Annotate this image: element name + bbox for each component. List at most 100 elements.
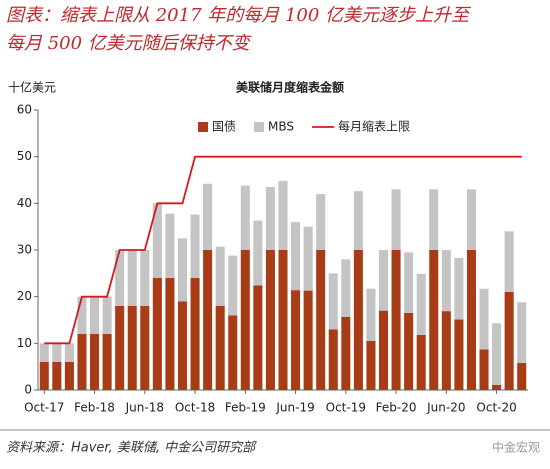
figure-title: 图表：缩表上限从 2017 年的每月 100 亿美元逐步上升至 xyxy=(6,5,472,26)
legend-label: MBS xyxy=(268,120,294,134)
bar xyxy=(316,250,326,390)
bar xyxy=(90,334,100,390)
bar xyxy=(190,214,200,278)
bar xyxy=(127,306,137,390)
bar xyxy=(454,319,464,390)
bar xyxy=(479,288,489,350)
bar xyxy=(115,250,125,306)
bar xyxy=(404,252,414,313)
y-unit-label: 十亿美元 xyxy=(8,80,56,95)
bar xyxy=(52,362,62,390)
bar xyxy=(177,238,188,302)
bar xyxy=(77,334,87,390)
bar xyxy=(454,257,464,320)
bar xyxy=(240,250,250,390)
bar xyxy=(265,187,275,250)
legend-swatch xyxy=(198,122,208,132)
bar xyxy=(228,315,238,390)
y-tick-label: 0 xyxy=(24,383,32,397)
bar xyxy=(52,343,62,362)
bar xyxy=(39,362,49,390)
legend-label: 国债 xyxy=(212,120,236,134)
bar xyxy=(366,288,376,341)
legend-label: 每月缩表上限 xyxy=(338,119,410,134)
bar xyxy=(127,250,137,306)
line xyxy=(44,155,522,345)
bar xyxy=(152,278,162,390)
bar xyxy=(140,250,150,306)
y-tick-label: 50 xyxy=(17,149,32,163)
bar xyxy=(64,362,74,390)
bar xyxy=(291,290,301,390)
bar xyxy=(404,313,414,390)
bar xyxy=(215,246,225,306)
y-tick-label: 20 xyxy=(17,289,32,303)
bar xyxy=(64,343,74,362)
bar xyxy=(479,349,489,390)
bar xyxy=(429,189,439,250)
bar xyxy=(278,180,288,250)
bar xyxy=(466,189,476,250)
watermark: 中金宏观 xyxy=(492,440,540,455)
bar xyxy=(291,222,301,291)
bar xyxy=(303,226,313,291)
bar xyxy=(341,259,351,317)
bar xyxy=(353,191,363,250)
bar xyxy=(378,250,389,311)
x-tick-label: Feb-18 xyxy=(74,401,115,415)
bar xyxy=(429,250,439,390)
bar xyxy=(115,306,125,390)
y-tick-label: 10 xyxy=(17,336,32,350)
bar xyxy=(253,220,263,286)
bar xyxy=(441,250,451,312)
bar xyxy=(328,273,338,330)
x-tick-label: Oct-18 xyxy=(175,401,215,415)
bar xyxy=(203,250,213,390)
x-tick-label: Oct-17 xyxy=(24,401,64,415)
bar xyxy=(215,306,225,390)
y-tick-label: 40 xyxy=(17,196,32,210)
bar xyxy=(504,292,514,390)
bar xyxy=(353,250,363,390)
bar xyxy=(303,290,313,390)
bar xyxy=(203,183,213,250)
bar xyxy=(391,250,401,390)
bar xyxy=(228,255,238,316)
x-tick-label: Oct-19 xyxy=(326,401,366,415)
source: 资料来源：Haver, 美联储, 中金公司研究部 xyxy=(6,440,257,456)
bar xyxy=(416,273,426,335)
bar xyxy=(165,213,175,278)
bar xyxy=(90,296,100,334)
y-tick-label: 60 xyxy=(17,103,32,117)
bar xyxy=(504,231,514,292)
bar xyxy=(265,250,275,390)
bar xyxy=(240,185,250,250)
bar xyxy=(77,296,87,334)
bar xyxy=(416,334,426,390)
bar xyxy=(39,343,49,362)
figure-title: 每月 500 亿美元随后保持不变 xyxy=(6,33,253,54)
x-tick-label: Feb-20 xyxy=(376,401,417,415)
bar xyxy=(378,310,389,390)
bar xyxy=(152,203,162,278)
x-tick-label: Oct-20 xyxy=(476,401,516,415)
bar xyxy=(492,323,502,385)
x-tick-label: Feb-19 xyxy=(225,401,266,415)
legend-swatch xyxy=(254,122,265,132)
bar xyxy=(341,316,351,390)
chart-title: 美联储月度缩表金额 xyxy=(236,80,344,95)
bar xyxy=(177,301,188,390)
bar xyxy=(102,296,112,334)
y-tick-label: 30 xyxy=(17,243,32,257)
bar xyxy=(366,341,376,390)
bar xyxy=(328,329,338,390)
bar xyxy=(391,189,401,250)
bar xyxy=(165,278,175,390)
bar xyxy=(316,194,326,250)
bar xyxy=(517,362,527,390)
bar xyxy=(102,334,112,390)
bar xyxy=(140,306,150,390)
bar xyxy=(492,384,502,390)
